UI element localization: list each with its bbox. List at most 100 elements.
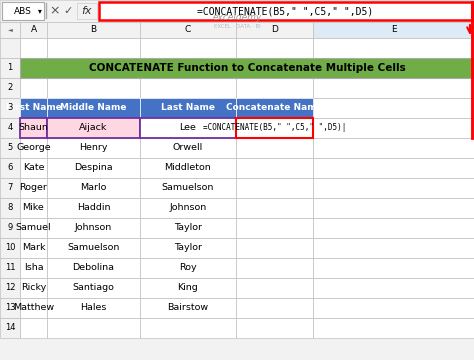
Text: ×: ×: [50, 4, 60, 18]
Bar: [140, 138, 236, 158]
Text: Orwell: Orwell: [173, 144, 203, 153]
Bar: [313, 218, 474, 238]
Bar: [20, 98, 47, 118]
Bar: [140, 198, 236, 218]
Bar: [236, 98, 313, 118]
Bar: [140, 78, 236, 98]
Bar: [47, 258, 140, 278]
Bar: [0, 258, 20, 278]
Bar: [236, 118, 313, 138]
Bar: [0, 118, 20, 138]
Bar: [47, 158, 140, 178]
Text: Samuel: Samuel: [16, 224, 51, 233]
Text: Debolina: Debolina: [73, 264, 115, 273]
Bar: [47, 238, 140, 258]
Bar: [0, 298, 20, 318]
Text: Isha: Isha: [24, 264, 43, 273]
Bar: [47, 218, 140, 238]
Bar: [140, 238, 236, 258]
Bar: [313, 258, 474, 278]
Text: George: George: [16, 144, 51, 153]
Text: Bairstow: Bairstow: [167, 303, 209, 312]
Bar: [20, 98, 47, 118]
Bar: [140, 178, 236, 198]
Bar: [47, 118, 140, 138]
Text: ✓: ✓: [64, 6, 73, 16]
Bar: [0, 138, 20, 158]
Text: E: E: [391, 26, 396, 35]
Text: Taylor: Taylor: [174, 224, 202, 233]
Bar: [99, 2, 472, 20]
Text: Roger: Roger: [19, 184, 47, 193]
Bar: [0, 0, 474, 22]
Text: Johnson: Johnson: [75, 224, 112, 233]
Bar: [20, 198, 47, 218]
Bar: [236, 22, 313, 38]
Bar: [77, 3, 97, 19]
Bar: [140, 158, 236, 178]
Text: Mark: Mark: [22, 243, 45, 252]
Bar: [47, 38, 140, 58]
Bar: [47, 298, 140, 318]
Bar: [20, 78, 47, 98]
Bar: [47, 218, 140, 238]
Bar: [0, 78, 20, 98]
Bar: [20, 258, 47, 278]
Text: B: B: [91, 26, 97, 35]
Bar: [140, 198, 236, 218]
Text: Mike: Mike: [23, 203, 45, 212]
Text: Marlo: Marlo: [80, 184, 107, 193]
Text: Last Name: Last Name: [161, 104, 215, 112]
Bar: [140, 98, 236, 118]
Bar: [313, 98, 474, 118]
Bar: [236, 98, 313, 118]
Bar: [313, 198, 474, 218]
Text: Middle Name: Middle Name: [60, 104, 127, 112]
Bar: [140, 278, 236, 298]
Bar: [47, 78, 140, 98]
Text: Samuelson: Samuelson: [67, 243, 120, 252]
Bar: [140, 118, 236, 138]
Text: Lee: Lee: [180, 123, 196, 132]
Bar: [20, 118, 47, 138]
Bar: [47, 278, 140, 298]
Bar: [47, 138, 140, 158]
Bar: [0, 198, 20, 218]
Bar: [0, 318, 20, 338]
Bar: [313, 278, 474, 298]
Bar: [46, 3, 47, 19]
Bar: [20, 178, 47, 198]
Bar: [236, 298, 313, 318]
Bar: [20, 158, 47, 178]
Text: 2: 2: [8, 84, 13, 93]
Bar: [20, 258, 47, 278]
Bar: [47, 318, 140, 338]
Bar: [47, 298, 140, 318]
Bar: [236, 278, 313, 298]
Bar: [236, 38, 313, 58]
Text: Aijack: Aijack: [79, 123, 108, 132]
Text: Haddin: Haddin: [77, 203, 110, 212]
Text: Ricky: Ricky: [21, 284, 46, 292]
Text: 14: 14: [5, 324, 15, 333]
Text: ◄: ◄: [8, 27, 12, 32]
Bar: [20, 178, 47, 198]
Text: Santiago: Santiago: [73, 284, 114, 292]
Bar: [140, 98, 236, 118]
Text: 11: 11: [5, 264, 15, 273]
Bar: [47, 58, 140, 78]
Bar: [47, 98, 140, 118]
Bar: [236, 218, 313, 238]
Bar: [313, 38, 474, 58]
Bar: [20, 198, 47, 218]
Bar: [140, 278, 236, 298]
Bar: [47, 158, 140, 178]
Bar: [47, 98, 140, 118]
Bar: [313, 58, 474, 78]
Bar: [0, 58, 20, 78]
Bar: [236, 58, 313, 78]
Bar: [313, 118, 474, 138]
Bar: [140, 178, 236, 198]
Bar: [236, 78, 313, 98]
Bar: [20, 138, 47, 158]
